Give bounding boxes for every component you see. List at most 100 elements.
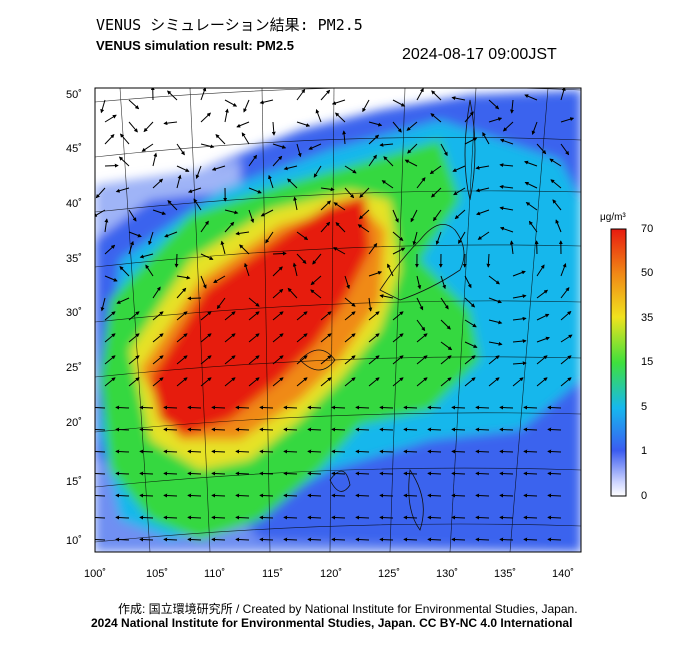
wind-arrow xyxy=(95,405,106,410)
map-frame xyxy=(94,87,582,553)
wind-arrow xyxy=(235,493,250,498)
wind-arrow xyxy=(416,297,424,311)
lon-label: 130˚ xyxy=(436,568,458,580)
wind-arrow xyxy=(475,471,490,476)
wind-arrow xyxy=(293,196,298,211)
wind-arrow xyxy=(239,244,250,255)
wind-arrow xyxy=(475,165,490,170)
wind-arrow xyxy=(499,427,514,432)
wind-arrow xyxy=(512,339,527,344)
wind-arrow xyxy=(296,121,311,127)
wind-arrow xyxy=(547,493,562,498)
colorbar-label: 1 xyxy=(641,445,648,457)
lon-label: 110˚ xyxy=(204,568,225,580)
wind-arrow xyxy=(200,311,212,321)
wind-arrow xyxy=(211,493,226,498)
wind-arrow xyxy=(296,377,308,387)
wind-arrow xyxy=(200,88,207,101)
wind-arrow xyxy=(379,515,394,520)
wind-arrow xyxy=(235,515,250,520)
lon-label: 115˚ xyxy=(262,568,283,580)
wind-arrow xyxy=(427,449,442,454)
wind-arrow xyxy=(187,187,202,193)
colorbar-unit: μg/m³ xyxy=(600,212,626,223)
wind-arrow xyxy=(224,209,239,215)
wind-arrow xyxy=(431,90,442,101)
wind-arrow xyxy=(167,200,178,211)
wind-arrow xyxy=(560,88,566,101)
wind-arrow xyxy=(187,296,202,301)
wind-arrow xyxy=(211,515,226,520)
wind-arrow xyxy=(344,165,357,174)
wind-arrow xyxy=(440,319,451,330)
wind-arrow xyxy=(187,471,202,476)
wind-arrow xyxy=(248,333,260,343)
wind-arrow xyxy=(412,231,418,246)
wind-arrow xyxy=(152,377,164,387)
wind-arrow xyxy=(95,471,106,476)
wind-arrow xyxy=(523,471,538,476)
wind-arrow xyxy=(547,449,562,454)
wind-arrow xyxy=(163,449,178,454)
wind-arrow xyxy=(128,311,140,321)
wind-arrow xyxy=(320,333,332,343)
wind-arrow xyxy=(499,449,514,454)
wind-arrow xyxy=(104,275,118,282)
wind-arrow xyxy=(440,355,452,365)
wind-arrow xyxy=(406,121,418,131)
wind-arrow xyxy=(143,121,154,133)
wind-arrow xyxy=(488,275,500,285)
wind-arrow xyxy=(416,275,422,290)
lat-label: 20˚ xyxy=(66,417,82,429)
wind-arrow xyxy=(224,311,236,321)
wind-arrow xyxy=(244,262,250,277)
wind-arrow xyxy=(547,405,562,410)
wind-arrow xyxy=(315,109,322,123)
wind-arrow xyxy=(119,266,130,277)
wind-arrow xyxy=(163,427,178,432)
wind-arrow xyxy=(283,537,298,542)
wind-arrow xyxy=(499,405,514,410)
wind-arrow xyxy=(104,163,119,168)
wind-arrow xyxy=(320,221,331,233)
wind-arrow xyxy=(358,209,370,220)
wind-arrow xyxy=(451,96,466,101)
wind-arrow xyxy=(104,244,116,255)
wind-arrow xyxy=(344,333,356,343)
wind-arrow xyxy=(416,319,426,332)
lon-label: 140˚ xyxy=(552,568,574,580)
wind-arrow xyxy=(152,355,164,365)
wind-arrow xyxy=(344,311,356,321)
wind-arrow xyxy=(118,156,130,167)
wind-arrow xyxy=(104,377,116,387)
wind-arrow xyxy=(100,99,106,114)
wind-arrow xyxy=(259,515,274,520)
wind-arrow xyxy=(368,242,378,255)
wind-arrow xyxy=(536,289,549,299)
wind-arrow xyxy=(139,515,154,520)
wind-arrow xyxy=(454,209,466,220)
wind-arrow xyxy=(272,377,284,387)
wind-arrow xyxy=(163,471,178,476)
latitude-labels: 50˚ 45˚ 40˚ 35˚ 30˚ 25˚ 20˚ 15˚ 10˚ xyxy=(66,89,82,547)
wind-arrow xyxy=(331,471,346,476)
wind-arrow xyxy=(241,132,250,145)
wind-arrow xyxy=(283,449,298,454)
wind-arrow xyxy=(211,471,226,476)
wind-arrow xyxy=(139,253,154,259)
wind-arrow xyxy=(464,341,478,348)
colorbar xyxy=(610,228,627,497)
wind-arrow xyxy=(320,355,332,365)
wind-arrow xyxy=(499,226,514,233)
wind-arrow xyxy=(100,297,106,312)
wind-arrow xyxy=(512,270,526,277)
wind-arrow xyxy=(536,377,548,387)
wind-arrow xyxy=(331,427,346,432)
wind-arrow xyxy=(342,130,347,145)
wind-arrow xyxy=(272,288,284,299)
wind-arrow xyxy=(307,493,322,498)
wind-arrow xyxy=(116,297,130,304)
wind-arrow xyxy=(482,132,490,145)
wind-arrow xyxy=(139,405,154,410)
wind-arrow xyxy=(475,449,490,454)
